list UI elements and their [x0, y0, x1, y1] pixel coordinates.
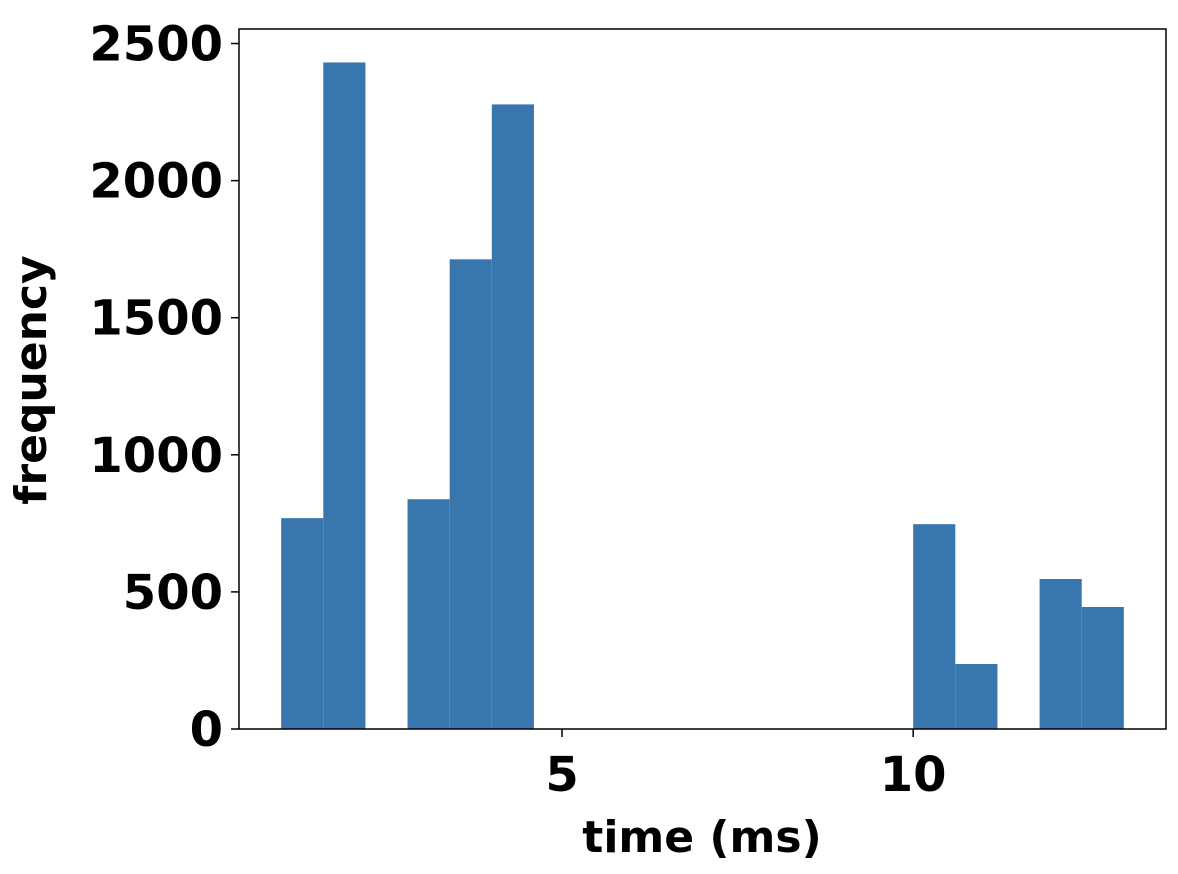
bar: [1039, 579, 1082, 729]
plot-frame: [238, 28, 1167, 730]
y-tick-label: 500: [123, 565, 223, 621]
bar: [955, 664, 998, 729]
x-tick-label: 5: [545, 747, 578, 803]
x-tick-label: 10: [880, 747, 947, 803]
x-axis-label: time (ms): [582, 812, 821, 863]
y-tick-label: 1000: [89, 428, 223, 484]
y-tick-label: 0: [190, 702, 223, 758]
bar: [1081, 606, 1124, 729]
bar: [323, 62, 366, 729]
y-tick-label: 2500: [89, 17, 223, 73]
bar: [281, 518, 324, 729]
y-tick-label: 1500: [89, 291, 223, 347]
y-axis-label: frequency: [6, 255, 57, 504]
bar: [449, 259, 492, 729]
bar: [491, 104, 534, 729]
y-tick-label: 2000: [89, 154, 223, 210]
bar: [913, 524, 956, 729]
bar: [407, 499, 450, 729]
